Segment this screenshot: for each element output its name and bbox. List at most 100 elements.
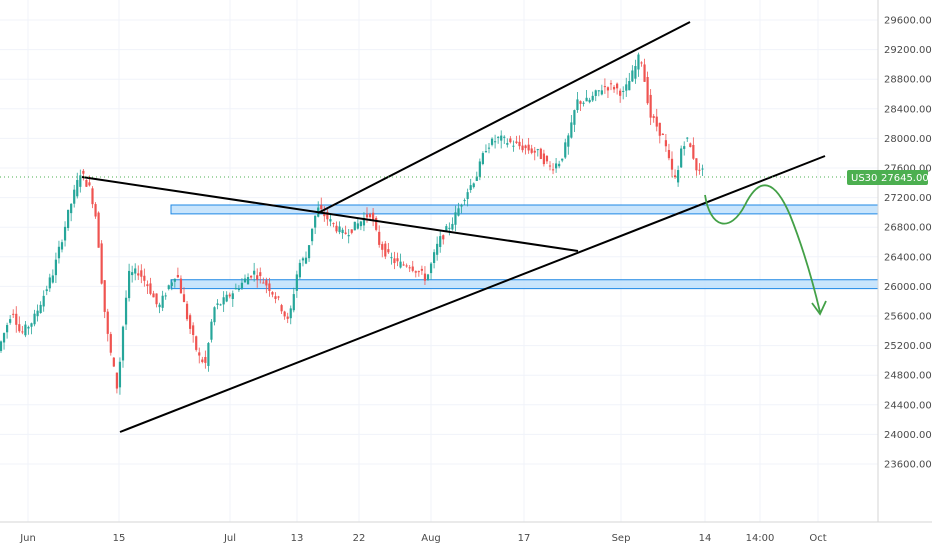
- last-price-tag: US30 27645.0000: [847, 170, 932, 185]
- candle: [558, 160, 561, 169]
- candle: [54, 252, 57, 284]
- price-axis-labels: 23600.0000 24000.0000 24400.0000 24800.0000…: [884, 16, 932, 471]
- candle: [164, 292, 167, 300]
- candle: [6, 322, 9, 339]
- candle: [375, 216, 378, 232]
- candle: [286, 312, 289, 324]
- candle: [442, 234, 445, 245]
- candle: [576, 91, 579, 113]
- candle: [21, 325, 24, 335]
- candle: [185, 300, 189, 322]
- candle: [231, 290, 234, 307]
- candle: [216, 299, 219, 310]
- candle: [555, 157, 558, 173]
- candle: [76, 172, 79, 199]
- candle: [378, 225, 381, 248]
- y-tick-label: 28800.0000: [884, 75, 932, 86]
- candle: [463, 198, 466, 206]
- candle: [341, 227, 344, 239]
- candle: [381, 241, 384, 258]
- candle: [490, 137, 494, 147]
- candle: [149, 277, 152, 296]
- candle: [106, 308, 109, 342]
- candle: [582, 101, 585, 107]
- y-tick-label: 26400.0000: [884, 252, 932, 263]
- candle: [390, 252, 393, 265]
- candle: [454, 205, 457, 232]
- candle: [673, 169, 677, 179]
- candle: [219, 303, 222, 306]
- x-tick-label: Sep: [612, 533, 631, 544]
- candle: [112, 357, 115, 368]
- y-tick-label: 29200.0000: [884, 45, 932, 56]
- candle: [652, 114, 655, 123]
- candle: [115, 372, 118, 394]
- candle: [451, 217, 454, 231]
- candle: [539, 147, 542, 160]
- candle: [588, 97, 591, 104]
- candle: [63, 221, 67, 247]
- candle: [646, 71, 649, 105]
- candle: [140, 264, 143, 284]
- candle: [210, 318, 213, 343]
- candle: [283, 310, 286, 320]
- candle: [570, 114, 573, 139]
- candle: [307, 245, 311, 262]
- candle: [243, 274, 247, 283]
- projection-path: [704, 184, 827, 316]
- candle: [27, 325, 30, 335]
- candle: [134, 263, 137, 281]
- candle: [24, 320, 27, 338]
- candle: [344, 225, 347, 235]
- candle: [561, 158, 564, 163]
- candle: [417, 270, 420, 277]
- candle: [100, 240, 103, 285]
- candle: [277, 295, 280, 301]
- candle: [97, 211, 100, 248]
- candle: [637, 52, 640, 77]
- candle: [677, 165, 680, 187]
- x-tick-label: 13: [291, 533, 304, 544]
- candle: [161, 290, 164, 312]
- candle: [512, 140, 515, 152]
- candle: [73, 184, 76, 208]
- candle: [698, 163, 701, 175]
- candle: [436, 236, 439, 261]
- candle: [408, 265, 411, 273]
- chart-grid: [0, 0, 878, 522]
- candle: [335, 221, 338, 234]
- candle: [192, 322, 195, 343]
- candle: [634, 59, 637, 84]
- candle: [292, 287, 295, 313]
- candle: [246, 273, 250, 285]
- candle: [533, 146, 536, 161]
- candle: [457, 202, 460, 217]
- candle: [60, 239, 64, 253]
- candle: [0, 340, 3, 353]
- candle: [475, 171, 478, 181]
- candle: [85, 179, 88, 187]
- candle: [30, 322, 33, 335]
- candle: [701, 164, 704, 177]
- y-tick-label: 24000.0000: [884, 430, 932, 441]
- y-tick-label: 25200.0000: [884, 341, 932, 352]
- candle: [405, 263, 408, 268]
- candle: [680, 145, 683, 169]
- candle: [45, 285, 48, 296]
- candle: [372, 208, 375, 227]
- candle: [573, 109, 576, 133]
- candle: [667, 143, 671, 161]
- candle: [234, 283, 237, 290]
- candle: [515, 135, 518, 145]
- candle: [469, 178, 472, 193]
- candle: [12, 309, 15, 318]
- candle: [631, 65, 634, 83]
- candle: [18, 316, 21, 333]
- candle: [411, 260, 414, 273]
- candle: [628, 72, 631, 91]
- candle: [423, 266, 427, 286]
- x-tick-label: Jun: [19, 533, 36, 544]
- candle: [124, 290, 128, 331]
- price-axis: [877, 0, 932, 522]
